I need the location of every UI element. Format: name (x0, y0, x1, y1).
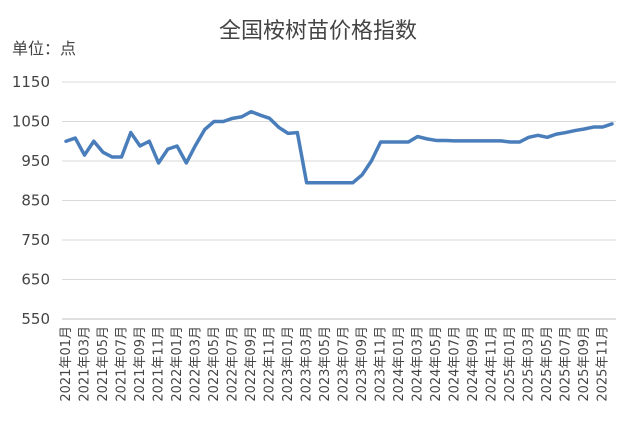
x-tick-label: 2023年03月 (300, 326, 315, 402)
x-tick-label: 2023年05月 (318, 326, 333, 402)
x-tick-label: 2022年01月 (170, 326, 185, 402)
x-tick-label: 2024年05月 (429, 326, 444, 402)
gridlines (62, 81, 616, 320)
x-tick-label: 2021年09月 (133, 326, 148, 402)
x-tick-label: 2022年05月 (207, 326, 222, 402)
y-tick-label: 650 (21, 271, 50, 289)
x-tick-label: 2024年03月 (411, 326, 426, 402)
x-tick-label: 2025年07月 (559, 326, 574, 402)
y-tick-label: 550 (21, 310, 50, 328)
x-tick-label: 2025年09月 (577, 326, 592, 402)
x-tick-label: 2025年05月 (540, 326, 555, 402)
x-tick-label: 2023年01月 (281, 326, 296, 402)
x-tick-label: 2021年11月 (152, 326, 167, 402)
x-tick-label: 2021年05月 (96, 326, 111, 402)
x-tick-label: 2024年11月 (485, 326, 500, 402)
x-tick-label: 2021年01月 (59, 326, 74, 402)
y-tick-label: 1050 (12, 113, 50, 131)
x-axis-tick-labels: 2021年01月 2021年03月 2021年05月 2021年07月 2021年09月… (59, 326, 611, 402)
y-tick-label: 850 (21, 192, 50, 210)
x-tick-label: 2024年07月 (448, 326, 463, 402)
x-tick-label: 2022年07月 (226, 326, 241, 402)
x-tick-label: 2021年03月 (78, 326, 93, 402)
x-tick-label: 2025年03月 (522, 326, 537, 402)
x-tick-label: 2022年03月 (189, 326, 204, 402)
series-group (64, 109, 614, 185)
x-tick-label: 2023年09月 (355, 326, 370, 402)
y-tick-label: 1150 (12, 73, 50, 91)
x-tick-label: 2022年11月 (263, 326, 278, 402)
y-tick-label: 950 (21, 152, 50, 170)
x-tick-label: 2024年09月 (466, 326, 481, 402)
x-tick-label: 2025年11月 (596, 326, 611, 402)
y-axis-tick-labels: 550 650 750 850 950 1050 1150 (12, 73, 50, 328)
chart-title: 全国桉树苗价格指数 (219, 19, 417, 44)
x-tick-label: 2024年01月 (392, 326, 407, 402)
y-tick-label: 750 (21, 231, 50, 249)
y-axis-unit-label: 单位：点 (12, 39, 76, 58)
x-tick-label: 2023年07月 (337, 326, 352, 402)
series-line (64, 109, 614, 185)
x-tick-label: 2021年07月 (115, 326, 130, 402)
x-tick-label: 2023年11月 (374, 326, 389, 402)
x-tick-label: 2022年09月 (244, 326, 259, 402)
x-tick-label: 2025年01月 (503, 326, 518, 402)
